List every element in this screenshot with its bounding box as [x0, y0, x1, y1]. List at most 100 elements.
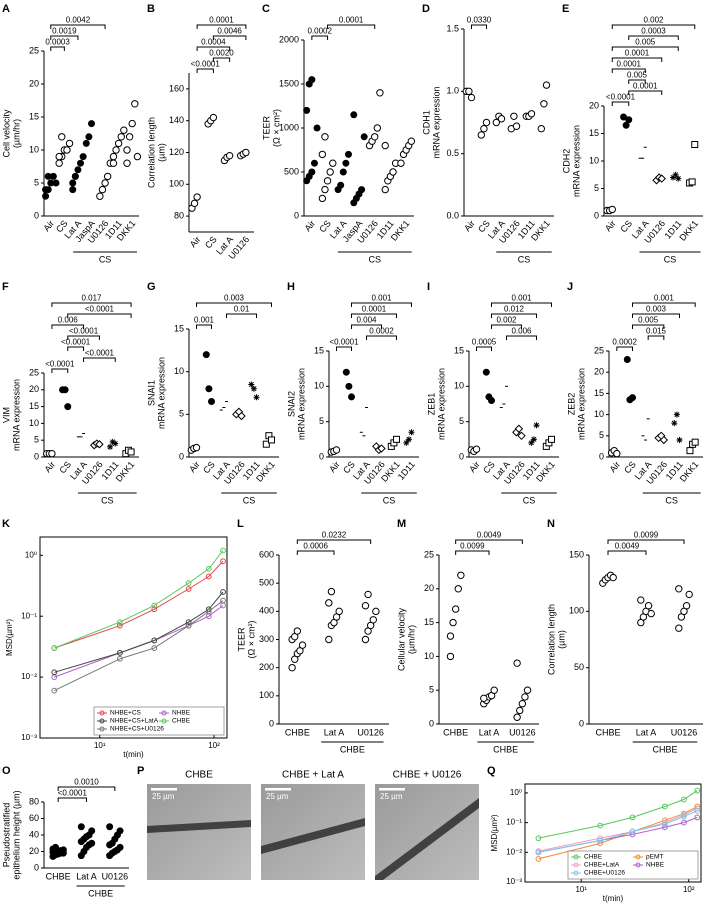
group-label: CS	[243, 495, 256, 505]
p-value: 0.0002	[612, 338, 637, 347]
x-tick-label: CHBE	[46, 871, 71, 881]
x-tick-label: DKK1	[677, 218, 700, 242]
y-tick-label: 15	[589, 128, 599, 138]
significance-bracket	[455, 550, 490, 555]
x-tick-label: Lat A	[324, 727, 345, 737]
panel-label: J	[567, 281, 573, 293]
legend-marker	[573, 854, 579, 860]
significance-bracket	[212, 57, 231, 62]
point	[55, 159, 63, 167]
y-tick-label: 10	[594, 409, 604, 419]
point	[342, 159, 350, 167]
point	[52, 179, 60, 187]
point	[64, 403, 72, 411]
point	[345, 382, 353, 390]
legend-label: CHBE	[172, 718, 191, 725]
significance-bracket	[611, 24, 696, 29]
p-value: 0.006	[511, 327, 532, 336]
significance-bracket	[196, 302, 272, 307]
point	[513, 713, 521, 721]
point	[185, 580, 192, 586]
point	[205, 565, 212, 572]
point	[116, 649, 123, 656]
point	[629, 828, 636, 835]
image-title: CHBE	[185, 770, 213, 781]
y-tick-label: 20	[29, 846, 39, 856]
point	[680, 813, 687, 820]
point	[71, 172, 79, 180]
point	[342, 368, 350, 376]
point	[151, 602, 158, 609]
point	[397, 159, 405, 167]
x-tick-label: Air	[302, 218, 317, 233]
significance-bracket	[491, 313, 537, 318]
significance-bracket	[366, 335, 397, 340]
scale-bar	[265, 788, 291, 791]
x-tick-label: U0126	[357, 727, 384, 737]
y-axis-label: MSD(µm²)	[5, 619, 14, 656]
point	[477, 131, 485, 139]
y-tick-label: 0	[599, 451, 604, 461]
y-tick-label: 25	[424, 549, 434, 559]
y-tick-label: 25	[29, 45, 39, 55]
point	[48, 449, 56, 458]
point	[376, 89, 384, 97]
point	[381, 185, 389, 194]
point	[151, 606, 158, 613]
y-axis-label: Pseudostratified	[1, 803, 11, 868]
y-axis-label: (µm)	[156, 143, 166, 162]
point	[107, 443, 114, 450]
y-tick-label: 200	[259, 662, 274, 672]
point	[622, 121, 630, 129]
y-axis-label: ZEB2	[566, 393, 576, 416]
y-tick-label: 0	[459, 451, 464, 461]
point	[44, 172, 52, 180]
image-title: CHBE + U0126	[393, 770, 462, 781]
point	[625, 116, 633, 124]
y-tick-label: 15	[424, 617, 434, 627]
significance-bracket	[50, 46, 65, 51]
point	[644, 602, 653, 610]
point	[482, 118, 491, 127]
point	[253, 394, 260, 401]
point	[308, 168, 316, 176]
x-tick-label: Air	[187, 459, 202, 474]
y-tick-label: 0	[579, 718, 584, 728]
y-tick-label: 25	[594, 345, 604, 355]
significance-bracket	[67, 313, 132, 318]
y-tick-label: 0	[34, 210, 39, 220]
epithelium-layer	[375, 798, 479, 880]
point	[88, 827, 96, 835]
x-tick-label: U0126	[671, 727, 698, 737]
panel-label: N	[547, 518, 555, 530]
y-axis-label: ZEB1	[426, 393, 436, 416]
p-value: 0.017	[81, 294, 102, 303]
y-tick-label: 10⁻¹	[21, 611, 37, 620]
y-tick-label: 150	[569, 549, 584, 559]
y-tick-label: 300	[259, 634, 274, 644]
significance-bracket	[50, 35, 79, 40]
y-axis-label: Correlation length	[546, 604, 556, 675]
x-tick-label: CHBE	[443, 727, 468, 737]
significance-bracket	[616, 346, 633, 351]
point	[350, 111, 358, 119]
legend-marker	[161, 718, 167, 724]
significance-bracket	[491, 302, 552, 307]
point	[517, 431, 526, 441]
point	[348, 393, 355, 401]
point	[694, 787, 701, 794]
group-label: CS	[518, 254, 531, 264]
point	[116, 619, 123, 626]
point	[58, 133, 66, 141]
group-label: CHBE	[88, 888, 113, 898]
point	[52, 843, 60, 851]
y-tick-label: 600	[259, 549, 274, 559]
point	[377, 444, 386, 453]
panel-label: Q	[487, 765, 496, 777]
point	[103, 172, 112, 181]
y-tick-label: 100	[569, 606, 584, 616]
x-tick-label: Air	[188, 234, 203, 249]
p-value: 0.003	[646, 305, 667, 314]
point	[332, 446, 341, 454]
panel-label: I	[427, 281, 430, 293]
